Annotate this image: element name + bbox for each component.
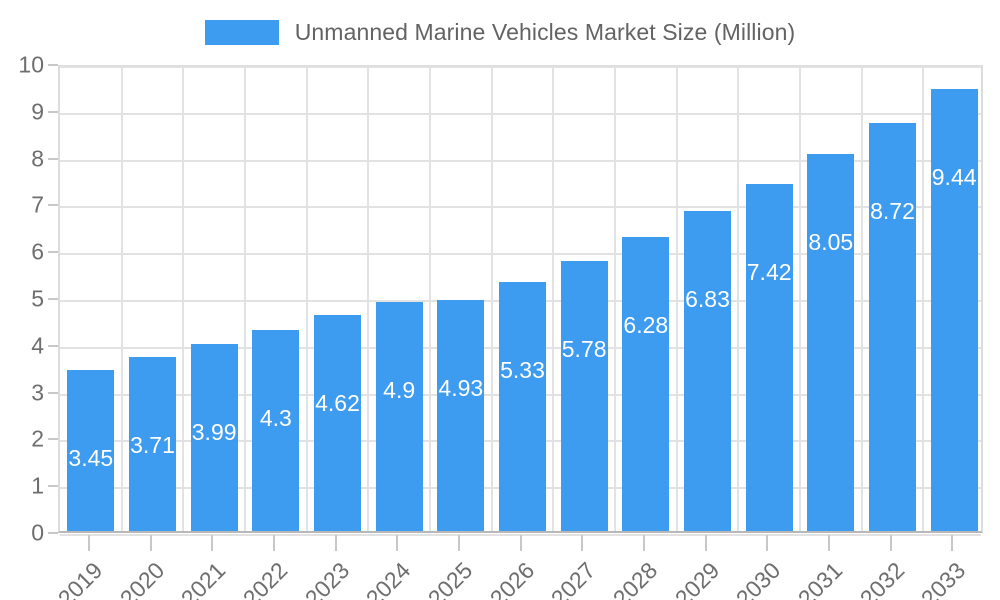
bar-group[interactable]: 5.33 — [499, 281, 546, 531]
bar[interactable] — [745, 183, 793, 531]
bar[interactable] — [67, 369, 115, 531]
bar[interactable] — [314, 314, 361, 531]
bar[interactable] — [190, 344, 238, 531]
bar-value-label: 4.9 — [383, 376, 416, 403]
bar-group[interactable]: 6.83 — [684, 211, 731, 531]
y-axis-tick-label: 10 — [18, 51, 44, 78]
y-axis-tick-mark — [48, 110, 58, 113]
bar-value-label: 7.42 — [746, 258, 792, 285]
x-axis-tick-mark — [581, 535, 584, 551]
x-axis-tick-mark — [272, 535, 275, 551]
x-axis-tick-mark — [211, 535, 214, 551]
legend-label[interactable]: Unmanned Marine Vehicles Market Size (Mi… — [294, 18, 796, 45]
y-axis-tick-mark — [48, 204, 58, 207]
bar-group[interactable]: 4.93 — [437, 300, 485, 531]
bar-series: 3.45 3.71 3.99 4.3 4.62 4.9 4.93 5.33 5.78 6.28 6.… — [60, 67, 981, 531]
x-axis-tick-label: 2019 — [52, 557, 108, 600]
bar-group[interactable]: 6.28 — [622, 237, 670, 531]
y-axis-tick-label: 3 — [31, 379, 44, 406]
x-axis-tick-mark — [519, 535, 522, 551]
bar-group[interactable]: 8.05 — [807, 154, 855, 531]
x-axis-tick-mark — [334, 535, 337, 551]
bar-value-label: 4.93 — [438, 375, 484, 402]
bar-value-label: 8.72 — [870, 197, 915, 224]
y-axis-tick-mark — [48, 298, 58, 300]
y-axis-tick-label: 8 — [31, 145, 44, 172]
bar-value-label: 6.28 — [623, 312, 669, 339]
x-axis-tick-mark — [396, 535, 399, 551]
y-axis-tick-mark — [48, 251, 58, 254]
y-axis-tick-label: 6 — [31, 238, 44, 265]
y-axis-tick-mark — [48, 391, 58, 394]
x-axis-tick-mark — [642, 535, 645, 551]
x-axis-tick-mark — [457, 535, 460, 551]
bar-value-label: 5.78 — [561, 335, 607, 362]
bar-value-label: 3.99 — [191, 419, 237, 446]
bar[interactable] — [622, 237, 670, 531]
bar-group[interactable]: 7.42 — [745, 183, 793, 531]
bar-value-label: 8.05 — [808, 229, 854, 256]
y-axis-tick-label: 5 — [31, 285, 44, 312]
bar[interactable] — [684, 211, 731, 531]
y-axis-tick-mark — [48, 64, 58, 66]
y-axis-tick-label: 4 — [31, 332, 44, 359]
bar-value-label: 3.71 — [130, 432, 175, 459]
bar[interactable] — [869, 122, 916, 531]
x-axis-tick-mark — [766, 535, 769, 551]
y-axis: 0 1 2 3 4 5 6 7 8 9 10 — [0, 52, 58, 546]
x-axis-tick-mark — [149, 535, 152, 551]
bar-group[interactable]: 4.9 — [375, 301, 423, 531]
bar-group[interactable]: 5.78 — [560, 260, 608, 531]
bar[interactable] — [129, 357, 176, 531]
y-axis-tick-label: 1 — [31, 472, 44, 499]
bar-group[interactable]: 4.62 — [314, 314, 361, 531]
bar-value-label: 9.44 — [931, 164, 977, 191]
y-axis-tick-mark — [48, 438, 58, 441]
x-axis-tick-mark — [827, 535, 830, 551]
bar-value-label: 4.62 — [315, 389, 360, 416]
bar-group[interactable]: 8.72 — [869, 122, 916, 531]
plot-area: 3.45 3.71 3.99 4.3 4.62 4.9 4.93 5.33 5.78 6.28 6.… — [58, 65, 983, 536]
bar-group[interactable]: 3.71 — [129, 357, 176, 531]
y-axis-tick-mark — [48, 344, 58, 347]
bar-value-label: 5.33 — [500, 356, 545, 383]
y-axis-tick-mark — [48, 532, 58, 534]
bar-group[interactable]: 3.45 — [67, 369, 115, 531]
legend-swatch-icon[interactable] — [204, 19, 279, 45]
bar-group[interactable]: 9.44 — [930, 89, 978, 531]
bar-value-label: 3.45 — [68, 444, 114, 471]
y-axis-tick-label: 7 — [31, 191, 44, 218]
chart-legend: Unmanned Marine Vehicles Market Size (Mi… — [0, 14, 1000, 50]
x-axis: 2019 2020 2021 2022 2023 2024 2025 2026 2027 2028… — [53, 535, 983, 600]
x-axis-tick-mark — [951, 535, 954, 551]
y-axis-tick-label: 0 — [31, 519, 44, 546]
y-axis-tick-label: 2 — [31, 425, 44, 452]
y-axis-tick-mark — [48, 157, 58, 160]
y-axis-tick-mark — [48, 485, 58, 488]
bar-group[interactable]: 3.99 — [190, 344, 238, 531]
bar[interactable] — [807, 154, 855, 531]
x-axis-tick-mark — [87, 535, 90, 551]
x-axis-tick-mark — [704, 535, 707, 551]
bar[interactable] — [252, 329, 300, 531]
x-axis-tick-mark — [889, 535, 892, 551]
bar-value-label: 4.3 — [259, 404, 292, 431]
bar[interactable] — [930, 89, 978, 531]
y-axis-tick-label: 9 — [31, 98, 44, 125]
bar[interactable] — [375, 301, 423, 531]
bar[interactable] — [560, 260, 608, 531]
bar-group[interactable]: 4.3 — [252, 329, 300, 531]
bar[interactable] — [437, 300, 485, 531]
bar-value-label: 6.83 — [685, 286, 730, 313]
bar[interactable] — [499, 281, 546, 531]
